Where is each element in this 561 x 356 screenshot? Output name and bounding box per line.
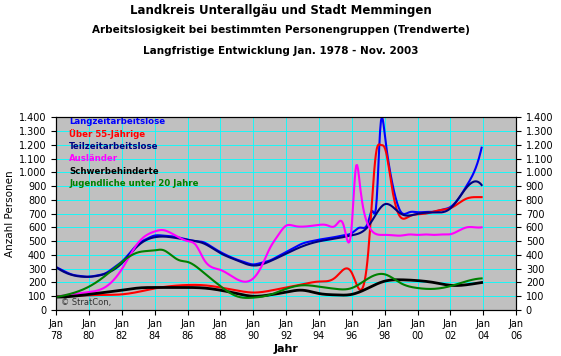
X-axis label: Jahr: Jahr (274, 344, 298, 354)
Text: © StratCon,: © StratCon, (61, 298, 111, 307)
Text: Arbeitslosigkeit bei bestimmten Personengruppen (Trendwerte): Arbeitslosigkeit bei bestimmten Personen… (91, 25, 470, 35)
Text: Schwerbehinderte: Schwerbehinderte (69, 167, 159, 176)
Text: Jugendliche unter 20 Jahre: Jugendliche unter 20 Jahre (69, 179, 199, 188)
Text: Teilzeitarbeitslose: Teilzeitarbeitslose (69, 142, 159, 151)
Text: Langzeitarbeitslose: Langzeitarbeitslose (69, 117, 165, 126)
Text: Ausländer: Ausländer (69, 154, 118, 163)
Text: Langfristige Entwicklung Jan. 1978 - Nov. 2003: Langfristige Entwicklung Jan. 1978 - Nov… (142, 46, 419, 56)
Text: Landkreis Unterallgäu und Stadt Memmingen: Landkreis Unterallgäu und Stadt Memminge… (130, 4, 431, 17)
Text: Über 55-Jährige: Über 55-Jährige (69, 129, 145, 139)
Y-axis label: Anzahl Personen: Anzahl Personen (4, 170, 15, 257)
